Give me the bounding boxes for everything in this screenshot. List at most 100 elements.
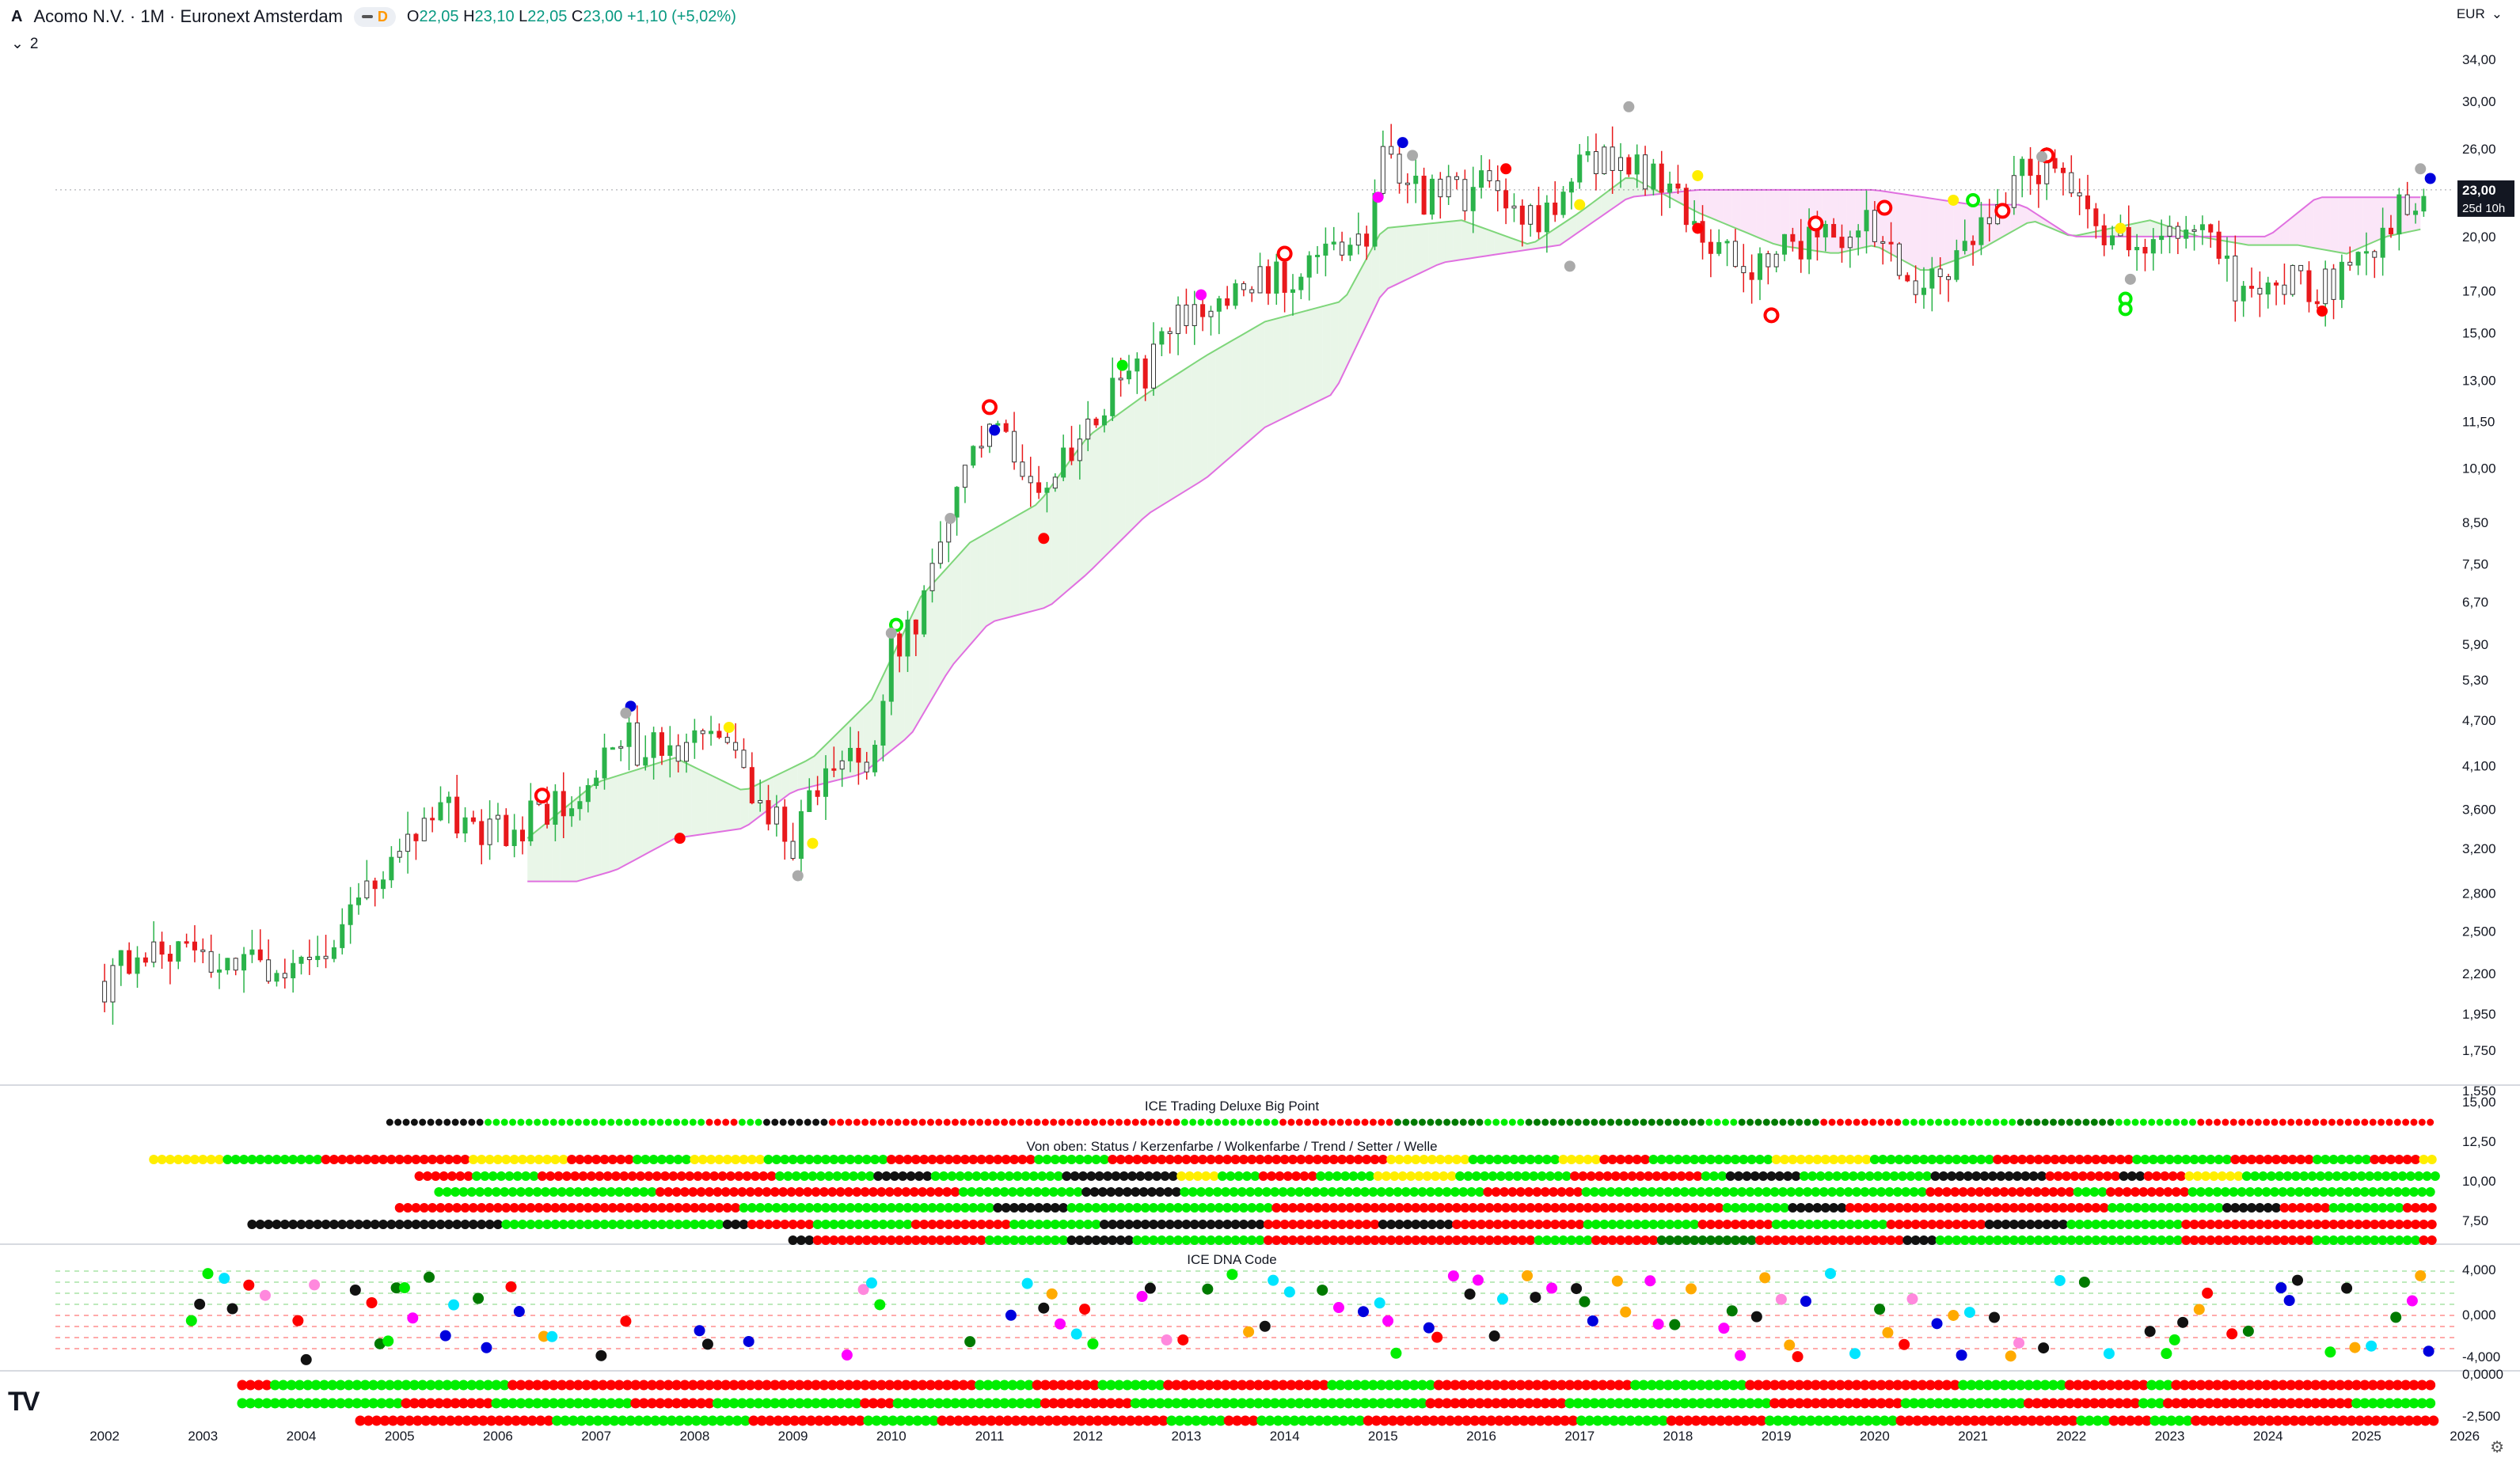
status-dot-row-3 [507,1187,518,1197]
bottom-dot-row-2 [1401,1398,1412,1409]
candle-body [782,807,788,842]
status-dot-row-5 [518,1220,527,1229]
status-dot-row-1 [1009,1155,1020,1164]
status-dot-row-6 [2394,1235,2404,1245]
status-dot-row-6 [1648,1235,1659,1245]
cloud-segment [667,757,675,843]
candle-body [446,796,451,803]
status-dot-row-1 [1910,1155,1921,1164]
status-dot-row-4 [780,1203,790,1213]
bottom-dot-row-1 [581,1380,592,1391]
bottom-dot-row-1 [2318,1380,2329,1391]
status-dot-row-5 [1370,1220,1380,1229]
status-dot-row-4 [1722,1203,1732,1213]
cloud-segment [699,769,708,835]
status-dot-row-3 [778,1187,789,1197]
status-dot-row-1 [288,1155,298,1164]
bottom-dot-row-2 [1597,1398,1608,1409]
status-dot-row-2 [742,1171,752,1181]
indicator-toggle[interactable]: ⌄ 2 [11,35,39,53]
cloud-segment [2322,197,2331,251]
status-dot-row-1 [1829,1155,1839,1164]
status-dot-row-6 [2419,1235,2429,1245]
bottom-dot-row-2 [843,1398,854,1409]
status-dot-row-1 [1099,1155,1109,1164]
big-point-dot [1886,1118,1894,1126]
time-tick-label: 2014 [1270,1429,1300,1444]
status-dot-row-4 [1074,1203,1085,1213]
status-dot-row-1 [1984,1155,1994,1164]
status-dot-row-2 [414,1171,424,1181]
bottom-dot-row-2 [1499,1398,1510,1409]
status-dot-row-4 [1837,1203,1847,1213]
status-dot-row-2 [947,1171,957,1181]
candle-body [1634,154,1640,175]
bottom-dot-row-1 [1048,1380,1059,1391]
status-dot-row-3 [1999,1187,2009,1197]
status-dot-row-1 [1739,1155,1749,1164]
status-dot-row-5 [1123,1220,1134,1229]
status-dot-row-2 [553,1171,564,1181]
symbol-title[interactable]: Acomo N.V. · 1M · Euronext Amsterdam [33,6,343,26]
cloud-segment [2158,222,2167,237]
status-dot-row-2 [586,1171,596,1181]
cloud-segment [2019,204,2028,228]
bottom-dot-row-3 [2149,1415,2161,1426]
status-dot-row-1 [419,1155,429,1164]
status-dot-row-2 [1881,1171,1891,1181]
dna-dot [2283,1295,2295,1307]
bottom-dot-row-1 [237,1380,248,1391]
status-dot-row-5 [477,1220,487,1229]
big-point-dot [976,1118,984,1126]
status-dot-row-5 [976,1220,986,1229]
status-dot-row-6 [1944,1235,1954,1245]
status-dot-row-5 [1083,1220,1093,1229]
status-dot-row-2 [1307,1171,1317,1181]
cloud-segment [2362,197,2372,247]
candle-body [1290,289,1295,293]
bottom-dot-row-2 [433,1398,444,1409]
big-point-dot [1066,1118,1074,1126]
big-point-dot [738,1118,746,1126]
status-dot-row-2 [1488,1171,1498,1181]
bottom-dot-row-1 [1089,1380,1100,1391]
time-tick-label: 2010 [876,1429,907,1444]
bottom-dot-row-3 [462,1415,473,1426]
status-dot-row-5 [1181,1220,1192,1229]
status-dot-row-5 [2377,1220,2388,1229]
candle-body [1773,253,1779,268]
bottom-dot-row-2 [2195,1398,2206,1409]
candle-body [1298,276,1304,290]
market-status-badge[interactable]: D [353,6,396,27]
status-dot-row-1 [2312,1155,2322,1164]
dna-dot [874,1299,886,1311]
bottom-dot-row-2 [2351,1398,2362,1409]
bottom-dot-row-2 [1933,1398,1944,1409]
bottom-dot-row-3 [1125,1415,1136,1426]
bottom-dot-row-3 [633,1415,644,1426]
dna-dot [226,1303,238,1315]
status-dot-row-3 [1131,1187,1141,1197]
time-tick-label: 2004 [287,1429,317,1444]
oscillator-tick-label: 7,50 [2462,1213,2488,1228]
status-dot-row-1 [2197,1155,2207,1164]
cloud-segment [1437,222,1446,265]
status-dot-row-6 [1771,1235,1781,1245]
big-point-dot [1328,1118,1336,1126]
status-dot-row-5 [1754,1220,1765,1229]
status-dot-row-1 [722,1155,732,1164]
currency-selector[interactable]: EUR ⌄ [2457,6,2503,22]
cloud-segment [1822,189,1830,253]
status-dot-row-1 [411,1155,421,1164]
bottom-dot-row-2 [1261,1398,1272,1409]
candle-body [389,856,394,881]
dna-dot [292,1315,304,1326]
gear-icon[interactable]: ⚙ [2490,1439,2504,1456]
status-dot-row-6 [1378,1235,1388,1245]
tradingview-logo-icon[interactable]: TV [8,1387,40,1417]
big-point-dot [2312,1118,2320,1126]
status-dot-row-5 [878,1220,888,1229]
candle-body [2347,261,2353,266]
status-dot-row-2 [1168,1171,1178,1181]
